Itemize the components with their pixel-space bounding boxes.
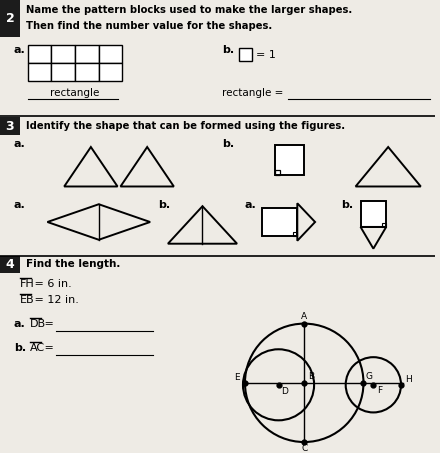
Text: A: A (301, 312, 307, 321)
Text: 4: 4 (6, 258, 14, 271)
Text: B: B (308, 372, 314, 381)
Bar (51, 63, 75, 81)
Text: Then find the number value for the shapes.: Then find the number value for the shape… (26, 21, 272, 31)
Text: =: = (41, 319, 54, 329)
Text: F: F (377, 386, 382, 395)
Text: FH: FH (20, 279, 34, 289)
Bar (0, 255, 20, 273)
Text: = 12 in.: = 12 in. (31, 295, 79, 305)
Bar (275, 145, 304, 175)
Text: AC: AC (29, 343, 45, 353)
Bar (262, 208, 297, 236)
Text: Find the length.: Find the length. (26, 260, 120, 270)
Bar (99, 45, 122, 63)
Bar (0, 117, 20, 135)
Text: = 1: = 1 (256, 50, 276, 60)
Bar (51, 45, 75, 63)
Text: 2: 2 (6, 12, 14, 25)
Bar (275, 170, 279, 175)
Text: b.: b. (222, 139, 235, 149)
Text: b.: b. (341, 200, 353, 210)
Text: a.: a. (14, 200, 26, 210)
Text: G: G (366, 372, 373, 381)
Text: H: H (406, 376, 412, 384)
Text: rectangle =: rectangle = (222, 88, 284, 98)
Bar (75, 45, 99, 63)
Bar (75, 63, 99, 81)
Text: 3: 3 (6, 120, 14, 133)
Text: a.: a. (245, 200, 257, 210)
Bar (0, 0, 20, 38)
Text: Name the pattern blocks used to make the larger shapes.: Name the pattern blocks used to make the… (26, 5, 352, 15)
Text: =: = (41, 343, 54, 353)
Text: b.: b. (222, 45, 235, 55)
Bar (360, 201, 386, 227)
Text: a.: a. (14, 45, 26, 55)
Text: Identify the shape that can be formed using the figures.: Identify the shape that can be formed us… (26, 121, 345, 131)
Text: DB: DB (29, 319, 46, 329)
Bar (239, 48, 252, 61)
Text: a.: a. (14, 319, 26, 329)
Text: = 6 in.: = 6 in. (31, 279, 72, 289)
Text: C: C (301, 444, 308, 453)
Bar (293, 232, 297, 236)
Text: b.: b. (158, 200, 170, 210)
Bar (99, 63, 122, 81)
Text: rectangle: rectangle (50, 88, 100, 98)
Text: EB: EB (20, 295, 34, 305)
Bar (0, 0, 435, 38)
Text: E: E (234, 373, 240, 382)
Text: D: D (281, 387, 288, 396)
Bar (382, 223, 386, 227)
Bar (28, 63, 51, 81)
Text: a.: a. (14, 139, 26, 149)
Text: b.: b. (14, 343, 26, 353)
Bar (28, 45, 51, 63)
